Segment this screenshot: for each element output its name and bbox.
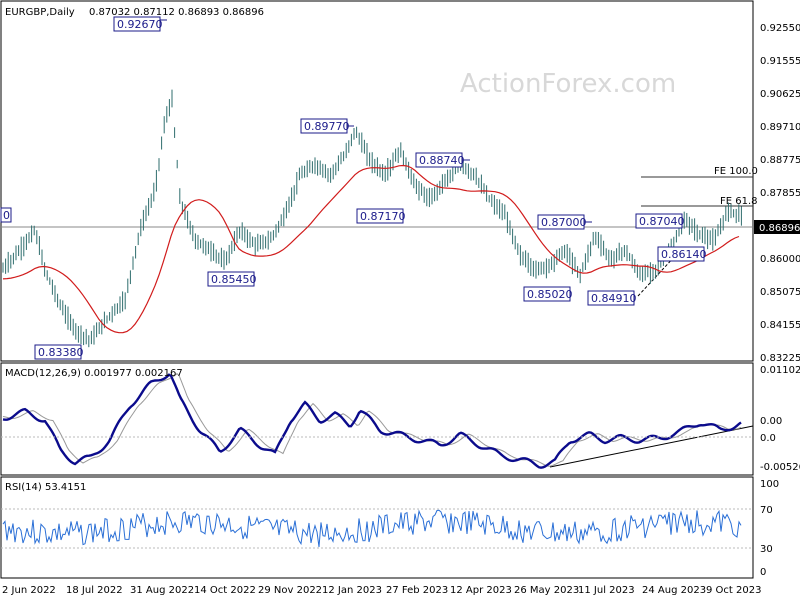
- macd-line: [2, 373, 742, 469]
- price-tick: 0.83225: [760, 353, 800, 364]
- price-tick: 0.85075: [760, 287, 800, 298]
- rsi-tick: 0: [760, 567, 766, 578]
- price-tick: 0.89710: [760, 122, 800, 133]
- date-tick: 2 Jun 2022: [2, 585, 56, 596]
- left-edge-box: [0, 207, 12, 223]
- label-0-87040: 0.87040: [635, 213, 685, 229]
- price-tick: 0.86000: [760, 254, 800, 265]
- date-tick: 24 Aug 2023: [642, 585, 706, 596]
- date-tick: 12 Apr 2023: [450, 585, 512, 596]
- moving-average-line: [2, 164, 740, 334]
- label-0-92670: 0.92670: [113, 16, 167, 32]
- current-price-value: 0.86896: [759, 223, 800, 234]
- price-label-text: 0.87040: [639, 215, 685, 228]
- rsi-tick: 30: [760, 544, 773, 555]
- price-label-text: 0.85450: [211, 273, 257, 286]
- price-tick: 0.88775: [760, 155, 800, 166]
- price-label-text: 0.92670: [117, 18, 163, 31]
- macd-tick: 0.00: [760, 416, 782, 427]
- price-label-text: 0.83380: [38, 346, 84, 359]
- rsi-panel-frame: [0, 476, 754, 579]
- price-label-text: 0.86140: [661, 248, 707, 261]
- price-labels: 0.92670 0.89770 0.88740 0.87170 0.87000 …: [34, 16, 707, 360]
- fe100-label: FE 100.0: [714, 166, 758, 177]
- date-tick: 11 Jul 2023: [578, 585, 635, 596]
- macd-signal-line: [2, 373, 742, 467]
- watermark: ActionForex.com: [460, 69, 676, 99]
- label-0-85020: 0.85020: [523, 286, 573, 302]
- price-label-text: 0.84910: [591, 292, 637, 305]
- price-axis: 0.92550 0.91555 0.90625 0.89710 0.88775 …: [760, 23, 800, 364]
- macd-title: MACD(12,26,9) 0.001977 0.002167: [5, 368, 183, 379]
- price-label-text: 0.85020: [527, 288, 573, 301]
- price-label-text: 0.87170: [360, 210, 406, 223]
- date-tick: 18 Jul 2022: [66, 585, 123, 596]
- label-0-86140: 0.86140: [657, 246, 707, 262]
- price-panel-frame: [0, 0, 754, 362]
- label-0-85450: 0.85450: [207, 271, 257, 287]
- price-tick: 0.87855: [760, 188, 800, 199]
- rsi-tick: 70: [760, 505, 773, 516]
- label-0-84910: 0.84910: [587, 290, 637, 306]
- price-label-text: 0.87000: [541, 216, 587, 229]
- chart-symbol: EURGBP,Daily: [5, 7, 75, 18]
- rsi-tick: 100: [760, 479, 779, 490]
- fe618-label: FE 61.8: [720, 196, 758, 207]
- price-tick: 0.84155: [760, 320, 800, 331]
- date-tick: 26 May 2023: [514, 585, 579, 596]
- label-0-83380: 0.83380: [34, 344, 84, 360]
- date-tick: 29 Nov 2022: [258, 585, 322, 596]
- rsi-title: RSI(14) 53.4151: [5, 482, 86, 493]
- price-label-text: 0.89770: [304, 120, 350, 133]
- candles-group: [2, 89, 742, 348]
- macd-tick: -0.005267: [760, 462, 800, 473]
- label-0-87000: 0.87000: [537, 214, 592, 230]
- date-tick: 14 Oct 2022: [194, 585, 256, 596]
- label-0-88740: 0.88740: [415, 152, 470, 168]
- left-edge-label: 0: [3, 209, 10, 222]
- macd-trendline: [549, 425, 754, 468]
- macd-panel-frame: [0, 362, 754, 476]
- date-tick: 12 Jan 2023: [322, 585, 382, 596]
- chart-ohlc: 0.87032 0.87112 0.86893 0.86896: [89, 7, 264, 18]
- current-price-badge: [754, 220, 800, 234]
- price-tick: 0.90625: [760, 89, 800, 100]
- date-tick: 27 Feb 2023: [386, 585, 448, 596]
- label-0-87170: 0.87170: [356, 208, 406, 224]
- rsi-line: [2, 509, 742, 548]
- date-axis: 2 Jun 2022 18 Jul 2022 31 Aug 2022 14 Oc…: [2, 585, 761, 596]
- price-trendline: [637, 254, 677, 297]
- price-tick: 0.92550: [760, 23, 800, 34]
- price-label-text: 0.88740: [419, 154, 465, 167]
- date-tick: 31 Aug 2022: [130, 585, 194, 596]
- price-tick: 0.91555: [760, 56, 800, 67]
- macd-tick: 0.0: [760, 433, 776, 444]
- date-tick: 9 Oct 2023: [706, 585, 761, 596]
- macd-tick: 0.011027: [760, 365, 800, 376]
- label-0-89770: 0.89770: [300, 118, 354, 134]
